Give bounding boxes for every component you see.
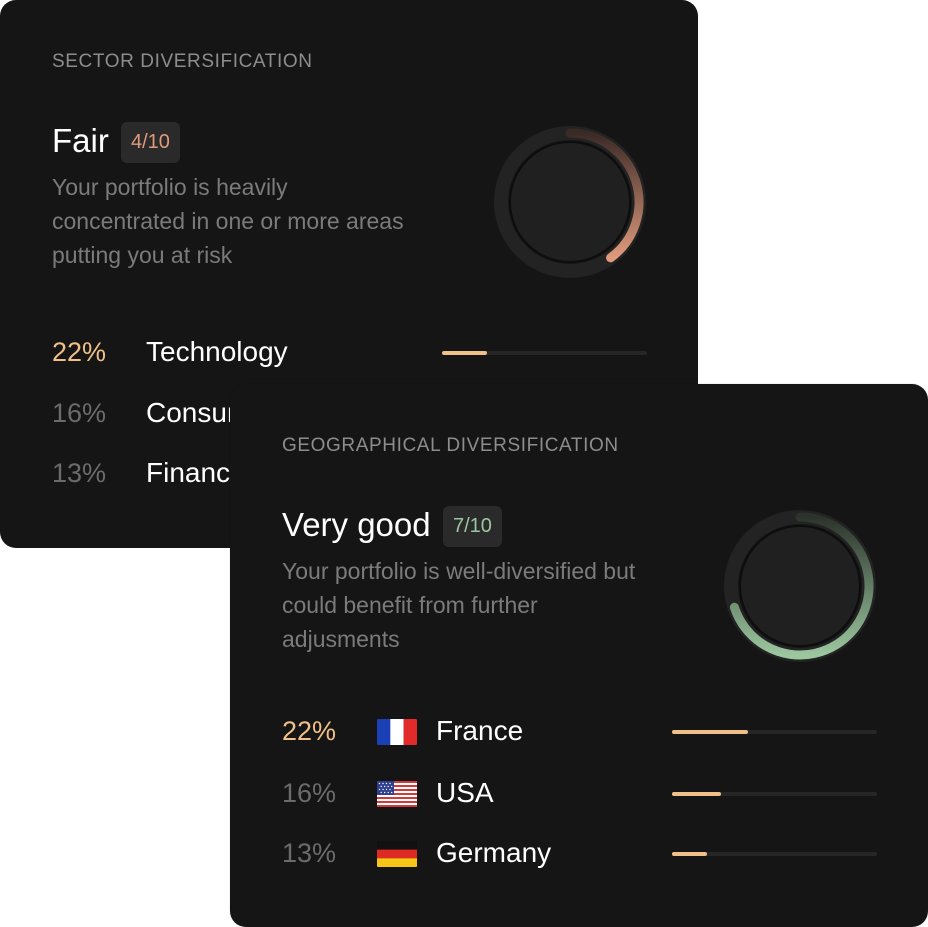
geo-row-label: Germany <box>436 837 552 868</box>
geo-row-bar-fill <box>672 852 707 856</box>
geo-row-bar-fill <box>672 792 721 796</box>
sector-row-label: Technology <box>146 336 288 367</box>
geo-description: Your portfolio is well-diversified but c… <box>282 558 636 652</box>
geo-row: 13% Germany <box>282 833 882 873</box>
geo-section-title: GEOGRAPHICAL DIVERSIFICATION <box>282 435 619 456</box>
geo-ring-center <box>739 525 861 647</box>
geo-row-bar <box>672 792 877 796</box>
germany-flag-icon <box>377 841 417 867</box>
sector-ring-progress <box>565 128 644 263</box>
geo-score-badge: 7/10 <box>443 506 502 547</box>
geo-row-percent: 13% <box>282 838 337 868</box>
sector-row-percent: 16% <box>52 398 107 428</box>
geo-row-bar <box>672 730 877 734</box>
sector-ring-center <box>509 141 631 263</box>
sector-row-label: Finance <box>146 457 246 488</box>
geographical-diversification-card: GEOGRAPHICAL DIVERSIFICATION Very good 7… <box>230 384 928 927</box>
sector-row-bar-fill <box>442 351 487 355</box>
france-flag-icon <box>377 719 417 745</box>
sector-row-percent: 22% <box>52 337 107 367</box>
sector-row: 22% Technology <box>52 332 652 372</box>
geo-row: 22% France <box>282 711 882 751</box>
sector-row-bar <box>442 351 647 355</box>
sector-rating: Fair <box>52 122 109 159</box>
usa-flag-icon <box>377 781 417 807</box>
sector-row-percent: 13% <box>52 458 107 488</box>
geo-row-label: France <box>436 715 524 746</box>
geo-row-percent: 16% <box>282 778 337 808</box>
sector-section-title: SECTOR DIVERSIFICATION <box>52 51 313 72</box>
geo-score-ring <box>724 510 876 662</box>
geo-rating: Very good <box>282 506 431 543</box>
sector-score-ring <box>494 126 646 278</box>
geo-row-bar-fill <box>672 730 748 734</box>
geo-row-percent: 22% <box>282 716 337 746</box>
geo-row: 16% USA <box>282 773 882 813</box>
geo-row-label: USA <box>436 777 494 808</box>
geo-row-bar <box>672 852 877 856</box>
geo-ring-progress <box>729 512 874 660</box>
sector-description: Your portfolio is heavily concentrated i… <box>52 174 404 268</box>
sector-score-badge: 4/10 <box>121 122 180 163</box>
